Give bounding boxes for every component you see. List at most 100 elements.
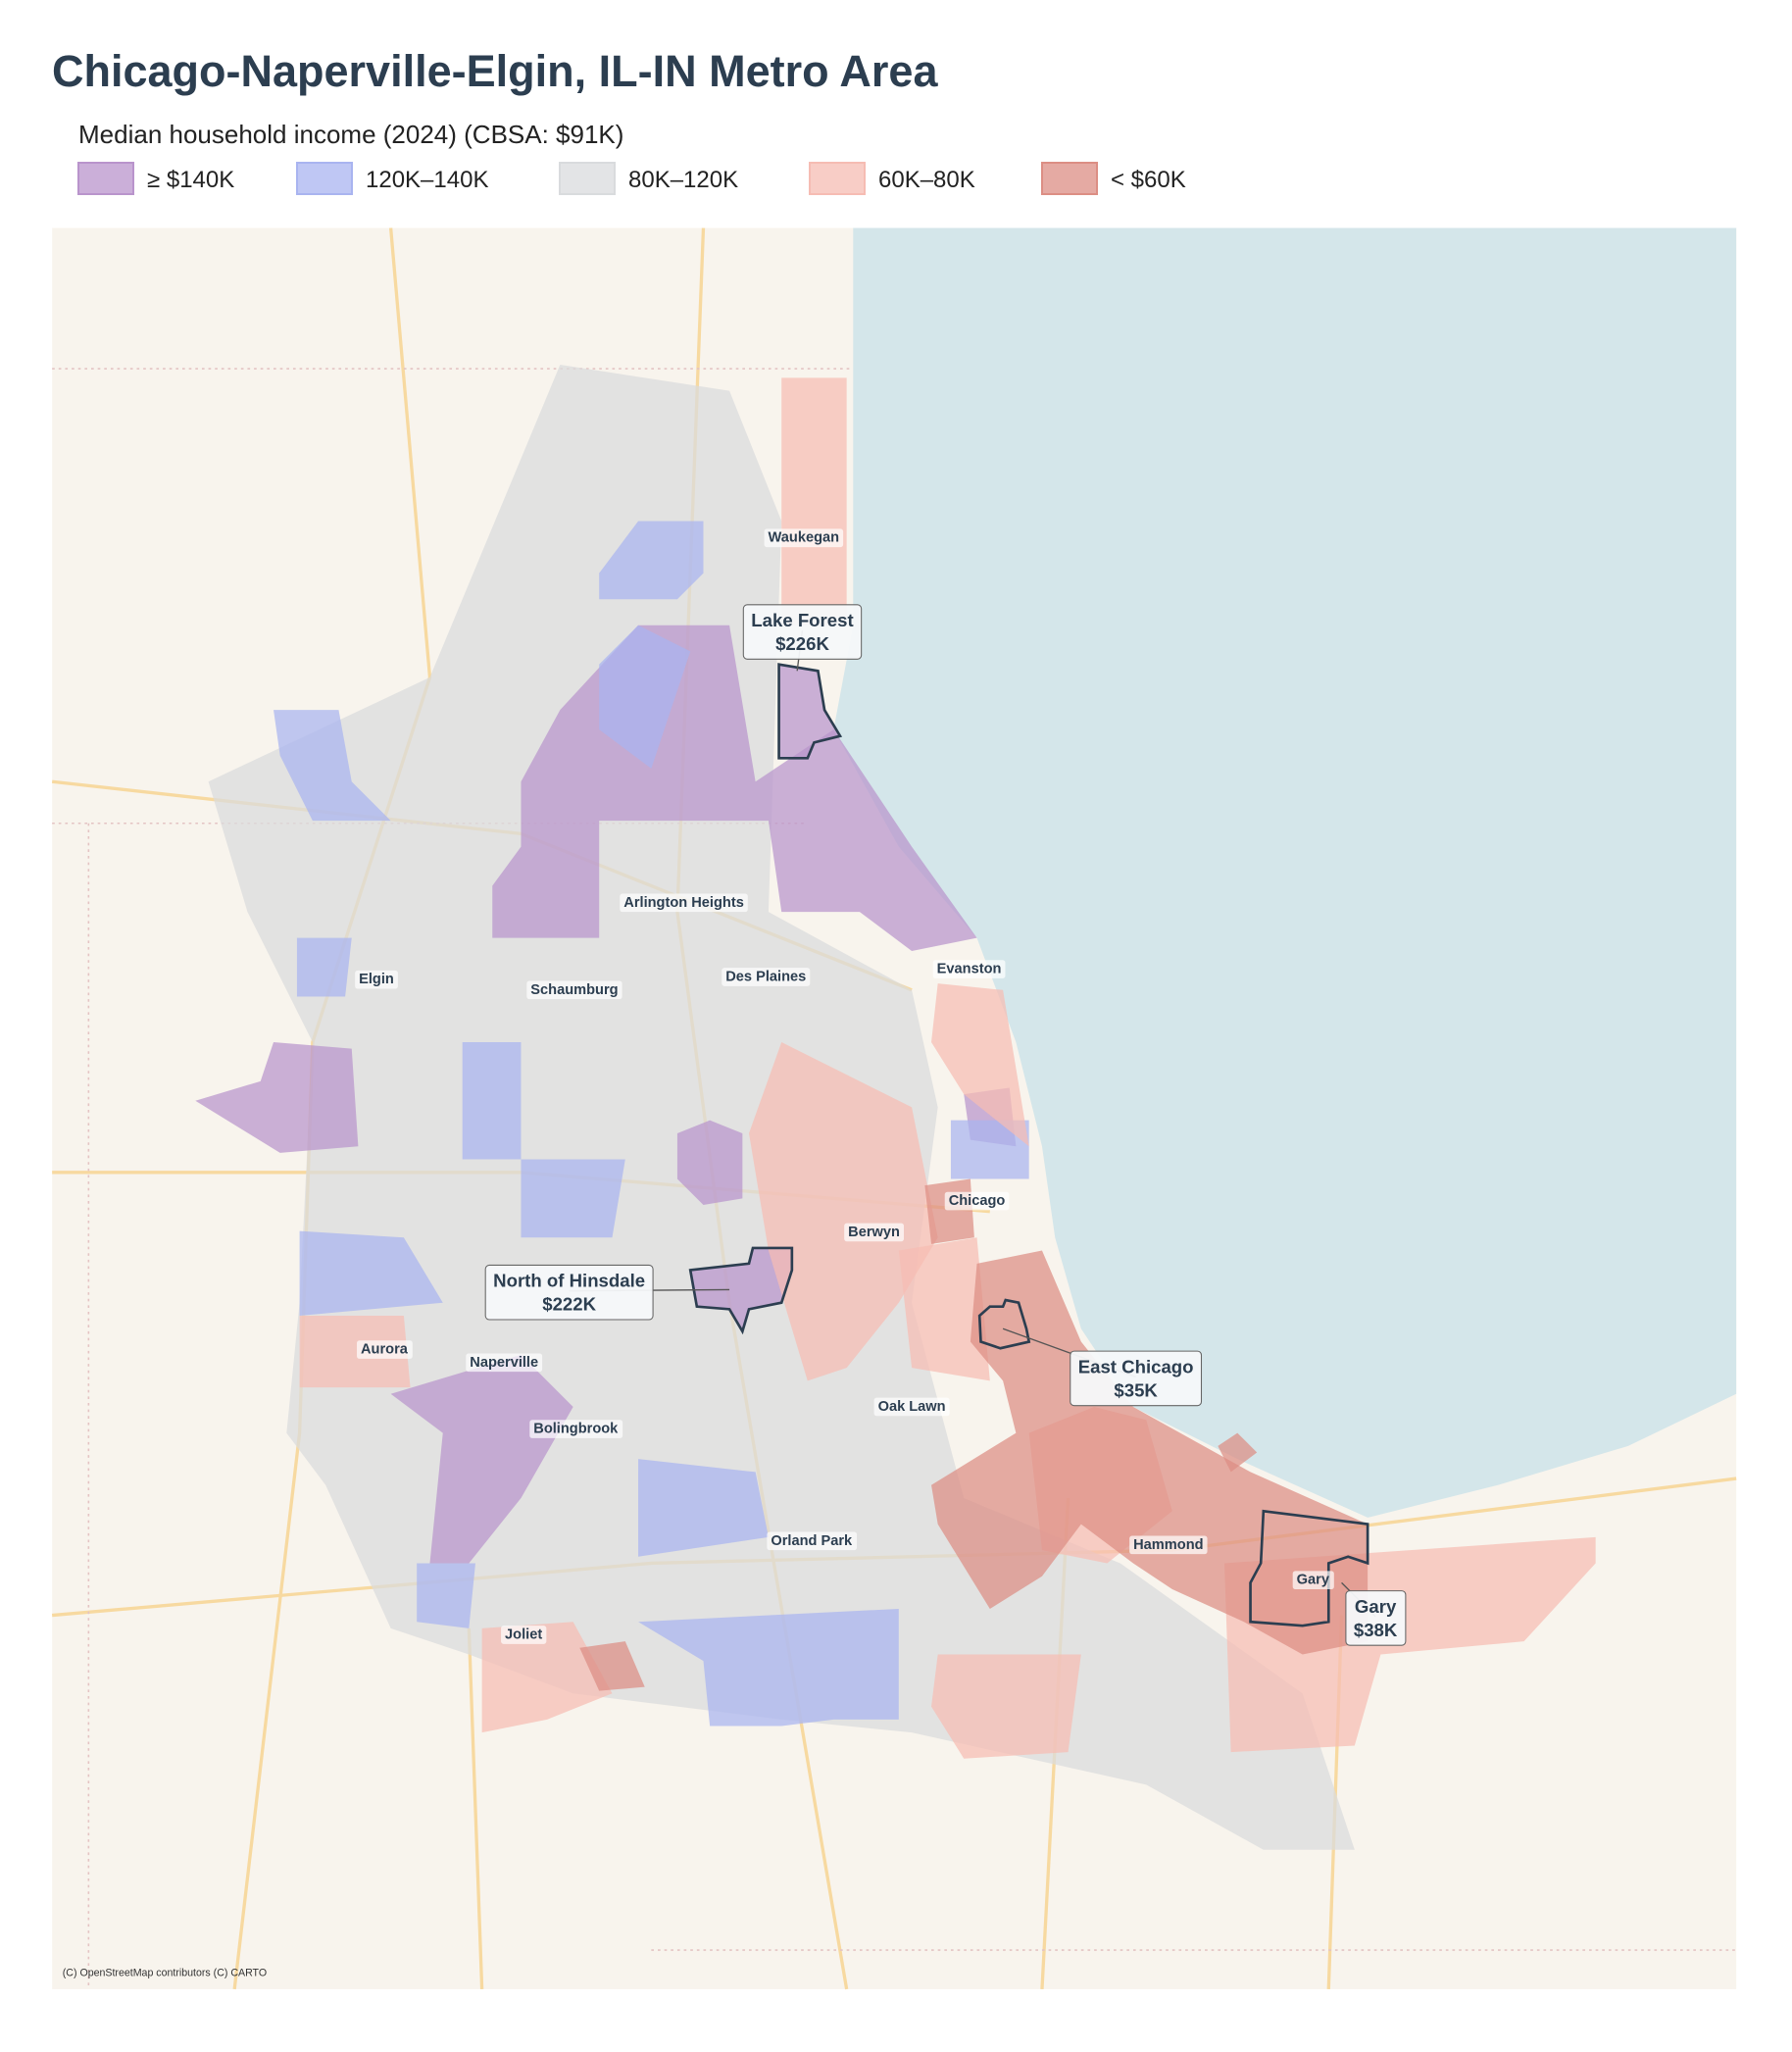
place-label: Gary [1297,1573,1330,1588]
income-region [931,1654,1081,1759]
income-region [898,1237,990,1381]
place-label-bg [767,1531,858,1551]
callout-box [1070,1350,1203,1407]
place-label-bg [944,1191,1010,1211]
place: Joliet [501,1626,547,1644]
place: Elgin [355,970,398,989]
income-region [296,937,352,997]
outline [977,1298,1031,1350]
place: Naperville [466,1353,543,1373]
callout-value: $38K [1354,1620,1398,1640]
income-region [676,1120,743,1206]
place-label-bg [1129,1535,1208,1555]
place-label-bg [932,960,1006,978]
road [467,1627,484,1989]
callout: Gary $38K [1341,1581,1407,1646]
legend-label: 120K–140K [366,167,488,193]
title: Chicago-Naperville-Elgin, IL-IN Metro Ar… [52,46,938,96]
place-label-bg [764,528,844,548]
attribution: (C) OpenStreetMap contributors (C) CARTO [63,1968,267,1979]
subtitle: Median household income (2024) (CBSA: $9… [78,120,623,149]
place: Des Plaines [722,968,811,986]
income-region [599,625,691,769]
legend: ≥ $140K 120K–140K 80K–120K 60K–80K < $60K [77,162,1186,195]
income-region [599,521,704,600]
callout: East Chicago $35K [1002,1327,1203,1407]
callout-box [484,1264,654,1321]
income-region [579,1641,645,1691]
income-region [950,1120,1029,1179]
place-label: Arlington Heights [623,895,744,911]
callout-name: East Chicago [1078,1356,1194,1376]
callout-value: $35K [1114,1379,1158,1400]
income-region [931,983,1029,1147]
outline [777,663,843,760]
place: Waukegan [764,528,844,548]
place-label: Aurora [361,1342,409,1358]
place-label-bg [526,980,622,1000]
income-region [1218,1432,1258,1473]
income-region [417,1563,475,1628]
callout-box [1345,1590,1407,1646]
place: Berwyn [844,1223,905,1242]
income-region [521,1159,625,1238]
place-label: Joliet [505,1627,542,1643]
legend-label: ≥ $140K [147,167,234,193]
place: Orland Park [767,1531,858,1551]
road [232,227,432,1990]
legend-swatch [296,162,353,195]
place-label: Naperville [470,1355,538,1371]
callout-box [742,604,863,660]
place-label-bg [466,1353,543,1373]
map: Waukegan Arlington Heights Elgin Schaumburg… [51,227,1737,1990]
place-label-bg [501,1626,547,1644]
place: Evanston [932,960,1006,978]
place-label-bg [873,1397,950,1417]
legend-label: 60K–80K [878,167,975,193]
callout: North of Hinsdale $222K [484,1264,730,1321]
place-labels: Waukegan Arlington Heights Elgin Schaumburg… [355,528,1334,1644]
place: Chicago [944,1191,1010,1211]
legend-label: < $60K [1111,167,1186,193]
place-label: Chicago [949,1193,1006,1209]
callout-name: Lake Forest [751,610,853,630]
income-region [638,1608,899,1727]
income-region [638,1459,769,1557]
callout-name: Gary [1355,1596,1397,1617]
place-label-bg [357,1340,413,1359]
regions [195,365,1596,1850]
place-label-bg [529,1420,623,1438]
place: Hammond [1129,1535,1208,1555]
place-label: Elgin [359,972,394,987]
income-region [781,377,847,626]
outline [688,1246,794,1335]
place: Oak Lawn [873,1397,950,1417]
place: Bolingbrook [529,1420,623,1438]
income-region [778,664,841,759]
callout-value: $226K [775,633,829,654]
place-label: Evanston [937,962,1002,977]
place: Schaumburg [526,980,622,1000]
income-region [390,1354,573,1564]
legend-swatch [559,162,616,195]
callouts: Lake Forest $226K North of Hinsdale $222K Ea… [484,604,1407,1646]
place-label-bg [1292,1571,1334,1590]
place-label-bg [844,1223,905,1242]
legend-swatch [1041,162,1098,195]
income-region [274,710,391,822]
income-region [690,1247,792,1331]
income-region [749,1041,938,1381]
place-label: Des Plaines [725,970,806,985]
legend-label: 80K–120K [628,167,738,193]
place-label: Waukegan [769,530,840,546]
callout-value: $222K [542,1294,596,1315]
legend-swatch [77,162,134,195]
place: Arlington Heights [620,893,748,913]
place-label: Schaumburg [530,982,618,998]
income-region [299,1315,411,1388]
outline [1249,1509,1369,1627]
place-label: Oak Lawn [878,1399,946,1415]
place-label-bg [620,893,748,913]
income-region [481,1622,613,1733]
callout-name: North of Hinsdale [493,1271,645,1291]
